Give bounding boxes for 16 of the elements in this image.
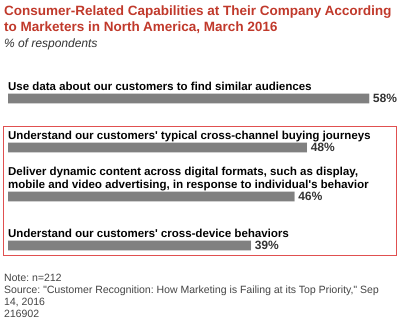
- data-label: 58%: [372, 90, 398, 105]
- y-tick-label: Understand our customers' cross-device behaviors: [8, 228, 289, 240]
- source-note: Source: "Customer Recognition: How Marketing is Failing at its Top Priority," Sep 14, 2016: [4, 284, 380, 308]
- chart-subtitle: % of respondents: [3, 35, 98, 50]
- y-tick-label: Understand our customers' typical cross-channel buying journeys: [8, 130, 371, 142]
- chart-title: Consumer-Related Capabilities at Their Company According to Marketers in North America, March 2016: [3, 2, 392, 35]
- y-tick-label: Deliver dynamic content across digital formats, such as display, mobile and video advertising, in response to individual's behavior: [8, 166, 370, 191]
- data-label: 39%: [254, 238, 280, 252]
- y-tick-label: Use data about our customers to find similar audiences: [8, 80, 312, 93]
- text: 216902: [4, 308, 40, 320]
- data-label: 46%: [298, 188, 323, 203]
- bar: [8, 240, 252, 250]
- bar: [8, 94, 370, 104]
- text: Note: n=212: [4, 272, 63, 284]
- bar: [8, 192, 295, 202]
- bar: [8, 142, 308, 152]
